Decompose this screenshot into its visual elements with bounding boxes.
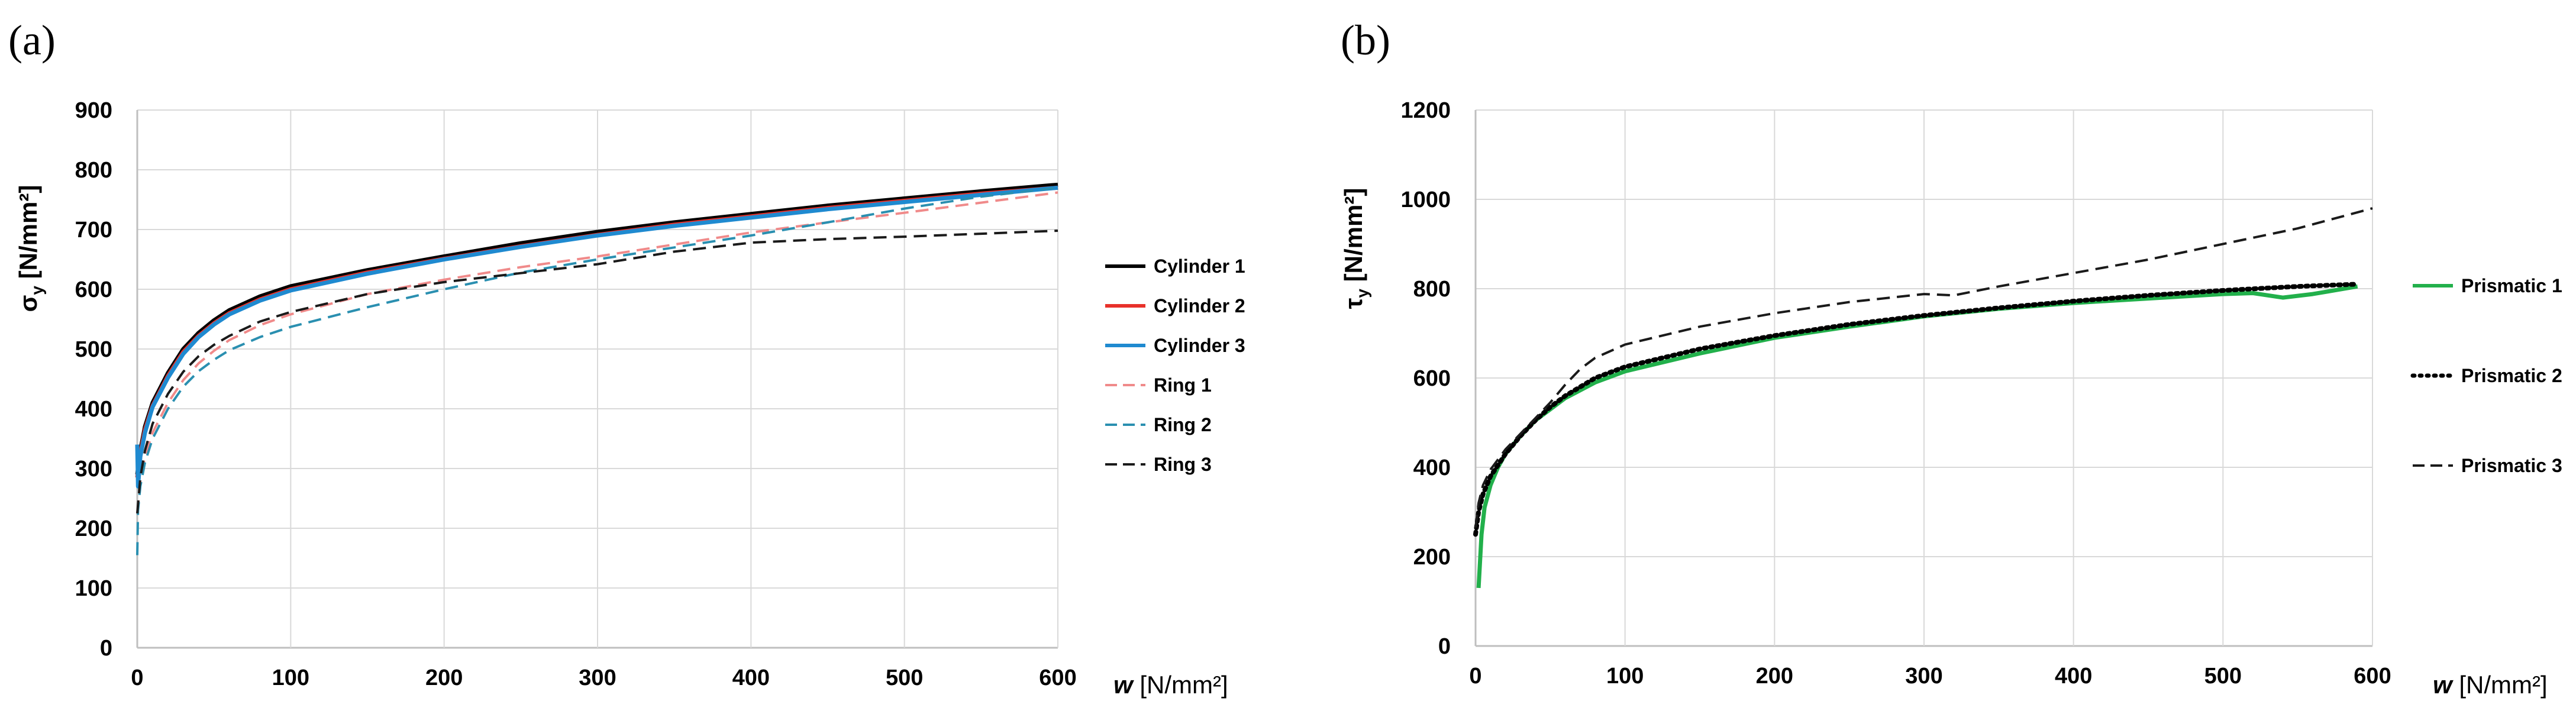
legend-label: Ring 1 [1154,374,1212,396]
x-tick-label: 200 [425,665,463,690]
y-tick-labels-b: 0 200 400 600 800 1000 1200 [1400,98,1451,659]
series-line-cylinder-3 [135,185,1058,489]
plot-lines-a [135,182,1058,555]
legend-label: Prismatic 2 [2461,365,2562,386]
x-axis-title-b: w [N/mm²] [2433,671,2548,699]
y-axis-symbol-b: τ [1339,298,1367,309]
y-tick-label: 200 [1413,545,1451,570]
series-line-prismatic-1 [1476,284,2358,589]
series-line-ring-3 [136,230,1058,513]
legend-label: Ring 3 [1154,454,1212,475]
x-tick-label: 300 [579,665,616,690]
legend-label: Prismatic 1 [2461,275,2562,296]
y-tick-label: 900 [75,98,112,123]
y-axis-unit-a: [N/mm²] [14,185,42,286]
y-tick-label: 300 [75,457,112,482]
y-tick-label: 0 [1438,634,1451,659]
legend-label: Prismatic 3 [2461,455,2562,476]
y-tick-labels-a: 0 100 200 300 400 500 600 700 800 900 [75,98,112,661]
y-tick-label: 1200 [1400,98,1451,123]
y-tick-label: 600 [75,277,112,302]
x-tick-label: 100 [272,665,309,690]
legend-a: Cylinder 1 Cylinder 2 Cylinder 3 Ring 1 Ring… [1105,256,1245,475]
x-axis-title-a: w [N/mm²] [1113,671,1228,699]
x-tick-labels-b: 0 100 200 300 400 500 600 [1469,664,2391,689]
grid-b [1474,109,2373,647]
x-tick-label: 300 [1905,664,1942,689]
x-tick-label: 400 [732,665,770,690]
x-axis-var-a: w [1113,671,1134,699]
y-tick-label: 500 [75,337,112,362]
legend-b: Prismatic 1 Prismatic 2 Prismatic 3 [2410,275,2562,476]
y-tick-label: 400 [1413,455,1451,480]
y-tick-label: 800 [1413,277,1451,302]
x-tick-label: 400 [2055,664,2092,689]
legend-label: Cylinder 2 [1154,295,1245,316]
panel-label-b: (b) [1341,17,1390,64]
x-tick-label: 0 [131,665,143,690]
series-line-prismatic-2 [1473,282,2360,537]
y-tick-label: 0 [100,636,112,661]
panel-a: (a) 0 100 200 300 400 500 600 700 800 900 0 100 200… [8,17,1245,699]
legend-label: Ring 2 [1154,414,1212,435]
y-axis-subscript-a: y [28,286,46,295]
x-tick-label: 500 [2204,664,2242,689]
x-tick-label: 500 [886,665,923,690]
grid-a [136,109,1058,649]
panel-b: (b) 0 200 400 600 800 1000 1200 0 100 200 300 400 5… [1339,17,2562,699]
x-tick-labels-a: 0 100 200 300 400 500 600 [131,665,1076,690]
y-axis-title-a: σy [N/mm²] [14,185,46,312]
x-axis-unit-a: [N/mm²] [1133,671,1228,699]
y-tick-label: 100 [75,576,112,601]
series-line-ring-2 [136,186,1058,555]
x-tick-label: 100 [1606,664,1644,689]
y-tick-label: 1000 [1400,188,1451,212]
x-axis-unit-b: [N/mm²] [2452,671,2548,699]
y-axis-title-b: τy [N/mm²] [1339,188,1371,309]
y-axis-symbol-a: σ [14,295,42,312]
legend-label: Cylinder 1 [1154,256,1245,277]
x-tick-label: 0 [1469,664,1481,689]
legend-label: Cylinder 3 [1154,335,1245,356]
y-axis-subscript-b: y [1353,289,1371,298]
plot-lines-b [1473,207,2373,589]
y-tick-label: 600 [1413,366,1451,391]
y-tick-label: 200 [75,516,112,541]
y-tick-label: 400 [75,397,112,422]
y-axis-unit-b: [N/mm²] [1339,188,1367,289]
x-tick-label: 200 [1756,664,1793,689]
x-tick-label: 600 [2354,664,2391,689]
x-axis-var-b: w [2433,671,2454,699]
x-tick-label: 600 [1039,665,1076,690]
series-line-prismatic-3 [1474,207,2373,528]
panel-label-a: (a) [8,17,56,64]
y-tick-label: 700 [75,218,112,243]
y-tick-label: 800 [75,158,112,183]
